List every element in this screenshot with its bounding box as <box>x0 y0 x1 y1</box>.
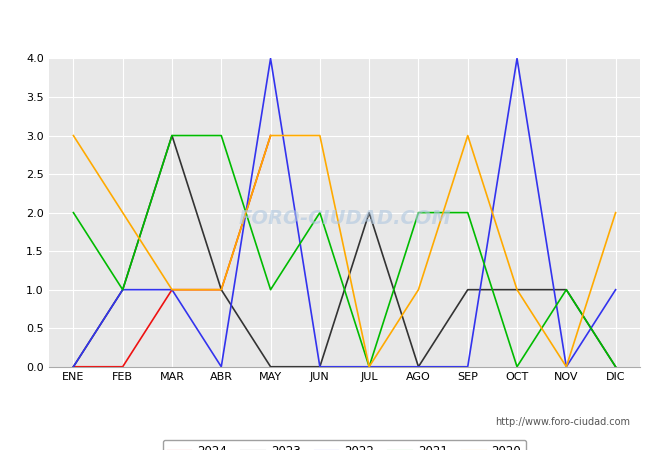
Legend: 2024, 2023, 2022, 2021, 2020: 2024, 2023, 2022, 2021, 2020 <box>163 440 526 450</box>
Text: http://www.foro-ciudad.com: http://www.foro-ciudad.com <box>495 417 630 427</box>
Text: FORO-CIUDAD.COM: FORO-CIUDAD.COM <box>238 209 451 228</box>
Text: Matriculaciones de Vehiculos en Tiétar: Matriculaciones de Vehiculos en Tiétar <box>165 12 485 31</box>
